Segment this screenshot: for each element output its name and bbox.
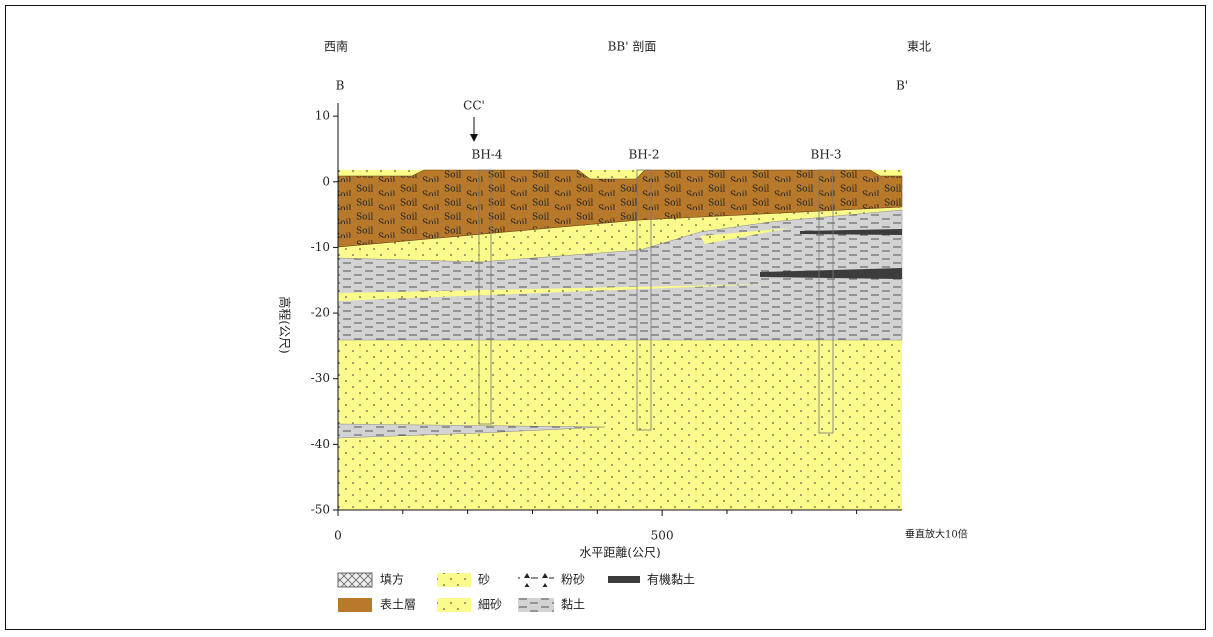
legend-label: 砂 xyxy=(478,573,490,587)
left-direction: 西南 xyxy=(324,39,348,54)
legend-label: 細砂 xyxy=(478,598,502,612)
y-tick-label: -50 xyxy=(311,503,330,517)
y-tick-label: -10 xyxy=(311,240,330,254)
legend-swatch xyxy=(518,573,554,587)
sand-lens xyxy=(338,284,770,301)
legend-swatch xyxy=(437,573,471,587)
start-label: B xyxy=(336,79,345,93)
borehole xyxy=(636,169,652,431)
note: 垂直放大10倍 xyxy=(905,528,968,541)
arrow-head xyxy=(470,134,478,142)
y-axis-label: 高程(公尺) xyxy=(278,296,293,353)
x-tick-label: 500 xyxy=(651,529,674,543)
end-label: B' xyxy=(896,79,908,93)
right-direction: 東北 xyxy=(907,40,931,54)
borehole-label: BH-3 xyxy=(811,148,842,162)
y-tick-label: 10 xyxy=(315,109,330,123)
legend-label: 粉砂 xyxy=(561,573,585,587)
section-mark: CC' xyxy=(463,99,485,113)
organic-clay xyxy=(800,229,902,235)
legend-label: 有機黏土 xyxy=(647,572,695,587)
legend-swatch xyxy=(338,598,372,612)
organic-clay xyxy=(760,268,902,279)
legend-swatch xyxy=(518,598,554,612)
legend-label: 表土層 xyxy=(380,598,416,612)
legend-swatch xyxy=(608,576,640,583)
legend-label: 填方 xyxy=(380,572,404,587)
y-tick-label: 0 xyxy=(322,174,330,188)
legend-swatch xyxy=(337,572,373,588)
y-tick-label: -20 xyxy=(311,306,330,320)
strata xyxy=(337,117,903,510)
borehole-label: BH-2 xyxy=(629,148,660,162)
legend: 填方 砂 粉砂 有機黏土 表土層 細砂 黏土 xyxy=(337,572,695,612)
x-axis-label: 水平距離(公尺) xyxy=(579,546,660,560)
borehole xyxy=(818,169,834,434)
borehole xyxy=(478,169,492,425)
y-tick-label: -30 xyxy=(311,371,330,385)
borehole-label: BH-4 xyxy=(472,148,503,162)
legend-label: 黏土 xyxy=(561,598,585,612)
y-tick-label: -40 xyxy=(311,437,330,451)
frame xyxy=(5,5,1206,630)
title: BB' 剖面 xyxy=(608,40,657,54)
x-tick-label: 0 xyxy=(334,529,342,543)
sand-tongue xyxy=(700,228,790,244)
legend-swatch xyxy=(437,598,471,612)
